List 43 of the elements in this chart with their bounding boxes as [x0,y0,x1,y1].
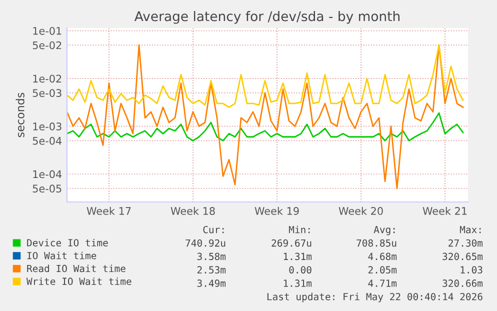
text: 740.92u [186,239,226,247]
text: 4.68m [368,252,397,260]
text: 3.49m [197,280,226,287]
text: 269.67u [272,239,312,247]
x-tick-label: Week 17 [86,206,131,215]
chart-title: Average latency for /dev/sda - by month [134,11,400,24]
y-tick-label: 1e-01 [33,26,62,35]
y-tick-label: 1e-02 [33,74,62,83]
x-tick-label: Week 20 [338,206,383,215]
text: 27.30m [448,239,483,247]
text: 2.53m [197,266,226,274]
text: 1.31m [284,252,312,260]
text: Max: [460,226,481,234]
legend-label: Device IO time [27,238,108,246]
text: Cur: [203,226,224,234]
text: 708.85u [356,239,396,247]
text: 0.00 [289,266,312,274]
legend-label: Read IO Wait time [27,264,126,272]
y-tick-label: 5e-05 [32,184,62,193]
text: Avg: [374,226,395,236]
line-series [67,44,464,190]
y-tick-label: 5e-04 [32,136,62,145]
y-tick-label: 1e-03 [33,122,62,130]
y-axis-title: seconds [16,92,24,138]
x-tick-label: Week 18 [170,206,215,215]
x-tick-label: Week 21 [422,206,467,215]
legend-label: Write IO Wait time [26,278,132,286]
text: 1.03 [460,266,482,274]
line-series [67,112,464,142]
line-series [67,44,464,108]
x-tick-label: Week 19 [254,206,299,215]
text: 3.58m [197,252,226,260]
text: 2.05m [368,266,397,274]
y-tick-label: 5e-03 [32,89,62,97]
text: 320.65m [442,252,483,260]
text: 320.66m [442,280,483,287]
text: Min: [288,226,310,234]
text: 1.31m [284,280,312,287]
text: Last update: Fri May 22 00:40:14 2026 [267,292,482,302]
text: 4.71m [368,280,397,287]
y-tick-label: 1e-04 [33,170,62,178]
legend-label: IO Wait time [27,252,96,260]
y-tick-label: 5e-02 [32,41,62,50]
